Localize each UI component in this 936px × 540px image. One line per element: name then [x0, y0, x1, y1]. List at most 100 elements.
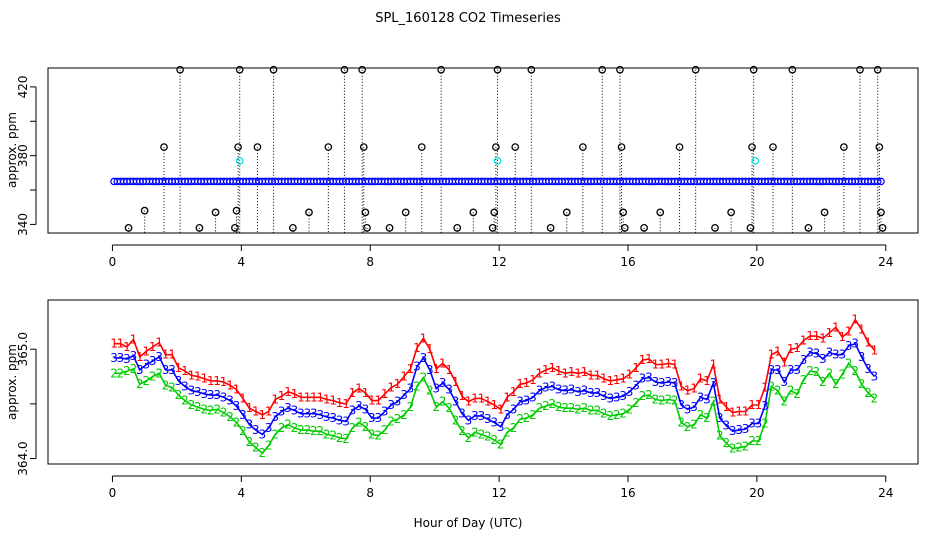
- x-tick-label: 8: [366, 486, 374, 500]
- series-3-marker: 3: [787, 363, 795, 377]
- x-tick-label: 0: [109, 255, 117, 269]
- series-1-marker: 1: [207, 374, 215, 388]
- series-3-marker: 3: [703, 392, 711, 406]
- series-3-marker: 3: [445, 383, 453, 397]
- series-1-marker: 1: [445, 363, 453, 377]
- series-1-marker: 1: [323, 392, 331, 406]
- series-3-marker: 3: [639, 372, 647, 386]
- series-2-marker: 2: [310, 424, 318, 438]
- series-1-marker: 1: [639, 353, 647, 367]
- outlier-point: [804, 223, 813, 232]
- series-3-marker: 3: [181, 379, 189, 393]
- series-1-marker: 1: [239, 391, 247, 405]
- series-2-marker: 2: [188, 398, 196, 412]
- x-tick-label: 8: [366, 255, 374, 269]
- series-2-marker: 2: [722, 436, 730, 450]
- outlier-point: [527, 65, 536, 74]
- series-1-marker: 1: [800, 333, 808, 347]
- series-3-marker: 3: [813, 347, 821, 361]
- series-2-marker: 2: [600, 407, 608, 421]
- series-2-marker: 2: [690, 418, 698, 432]
- series-1-marker: 1: [832, 320, 840, 334]
- series-3-marker: 3: [671, 376, 679, 390]
- outlier-point: [437, 65, 445, 74]
- series-3-marker: 3: [664, 375, 672, 389]
- series-2-marker: 2: [851, 364, 859, 378]
- series-2-marker: 2: [639, 389, 647, 403]
- series-2-marker: 2: [664, 392, 672, 406]
- series-2-marker: 2: [181, 394, 189, 408]
- outlier-point: [877, 208, 885, 217]
- series-3-marker: 3: [722, 419, 730, 433]
- series-2-marker: 2: [755, 434, 763, 448]
- outlier-point: [691, 65, 700, 74]
- outlier-point: [324, 143, 333, 151]
- series-3-marker: 3: [110, 351, 118, 365]
- outlier-point: [417, 143, 426, 151]
- outlier-point: [749, 65, 758, 74]
- series-3-marker: 3: [387, 398, 395, 412]
- series-1-marker: 1: [175, 361, 183, 375]
- outlier-point: [840, 143, 848, 151]
- series-1-marker: 1: [864, 336, 872, 350]
- series-3-marker: 3: [394, 395, 402, 409]
- series-1-marker: 1: [548, 361, 556, 375]
- outlier-point: [469, 208, 478, 217]
- series-2-marker: 2: [465, 431, 473, 445]
- series-1-marker: 1: [394, 377, 402, 391]
- series-1-marker: 1: [407, 362, 415, 376]
- series-3-marker: 3: [645, 371, 653, 385]
- series-1-marker: 1: [471, 391, 479, 405]
- series-2-marker: 2: [297, 423, 305, 437]
- series-3-marker: 3: [162, 363, 170, 377]
- series-2-marker: 2: [458, 424, 466, 438]
- series-2-marker: 2: [716, 429, 724, 443]
- series-1-marker: 1: [252, 405, 260, 419]
- series-1-marker: 1: [226, 378, 234, 392]
- series-1-marker: 1: [136, 350, 144, 364]
- series-3-marker: 3: [793, 363, 801, 377]
- series-2-marker: 2: [265, 438, 273, 452]
- series-1-marker: 1: [671, 358, 679, 372]
- series-1-marker: 1: [780, 355, 788, 369]
- series-2-marker: 2: [594, 403, 602, 417]
- series-1-marker: 1: [600, 372, 608, 386]
- series-2-marker: 2: [323, 427, 331, 441]
- series-1-marker: 1: [806, 329, 814, 343]
- top-plot-frame: [47, 67, 919, 234]
- series-3-marker: 3: [374, 411, 382, 425]
- series-3-marker: 3: [252, 423, 260, 437]
- outlier-point: [546, 223, 555, 232]
- series-3-marker: 3: [284, 401, 292, 415]
- series-2-marker: 2: [703, 411, 711, 425]
- series-2-marker: 2: [329, 429, 337, 443]
- top-panel: approx. ppm 0 4 8 12 16 20 24 340 380 420: [5, 65, 919, 269]
- series-1-marker: 1: [632, 361, 640, 375]
- series-2-marker: 2: [316, 424, 324, 438]
- series-1-marker: 1: [368, 394, 376, 408]
- series-2-marker: 2: [838, 367, 846, 381]
- series-3-marker: 3: [413, 360, 421, 374]
- series-2-marker: 2: [671, 394, 679, 408]
- series-1-marker: 1: [400, 370, 408, 384]
- series-3-marker: 3: [761, 399, 769, 413]
- series-2-marker: 2: [652, 392, 660, 406]
- outlier-point: [289, 223, 297, 232]
- series-3-marker: 3: [355, 399, 363, 413]
- series-1-marker: 1: [568, 365, 576, 379]
- series-3-marker: 3: [278, 405, 286, 419]
- series-2-marker: 2: [387, 414, 395, 428]
- outlier-point: [640, 223, 648, 232]
- series-1-marker: 1: [374, 394, 382, 408]
- series-2-marker: 2: [452, 413, 460, 427]
- series-1-marker: 1: [497, 402, 505, 416]
- series-3-marker: 3: [858, 350, 866, 364]
- series-1-marker: 1: [516, 377, 524, 391]
- outlier-point: [617, 143, 626, 151]
- series-1-marker: 1: [213, 374, 221, 388]
- series-3-marker: 3: [774, 363, 782, 377]
- series-1-marker: 1: [536, 366, 544, 380]
- series-3-marker: 3: [716, 411, 724, 425]
- series-2-marker: 2: [819, 375, 827, 389]
- outlier-point: [363, 223, 371, 232]
